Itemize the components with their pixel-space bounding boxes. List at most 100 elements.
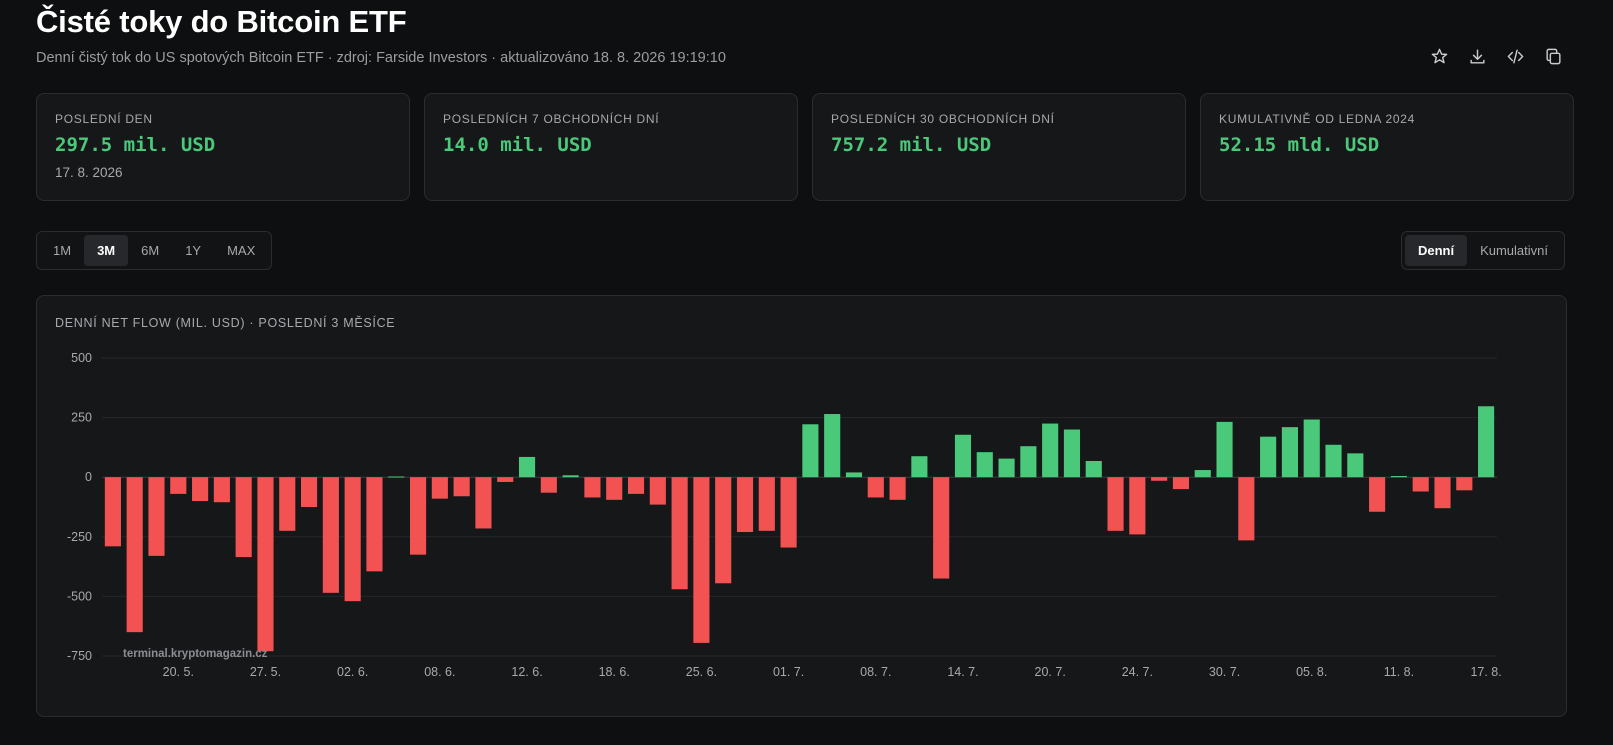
bar[interactable]: [1151, 477, 1168, 481]
bar[interactable]: [279, 477, 296, 531]
y-tick-label: -250: [67, 530, 92, 544]
bar[interactable]: [736, 477, 754, 533]
bar[interactable]: [911, 456, 928, 478]
stat-label: POSLEDNÍCH 30 OBCHODNÍCH DNÍ: [831, 112, 1055, 126]
copy-icon[interactable]: [1541, 44, 1565, 68]
bar[interactable]: [518, 456, 536, 478]
stat-value: 297.5 mil. USD: [55, 134, 216, 156]
x-tick-label: 18. 6.: [599, 665, 630, 679]
bar[interactable]: [1478, 406, 1495, 478]
view-tab-daily[interactable]: Denní: [1404, 235, 1468, 266]
x-tick-label: 30. 7.: [1209, 665, 1240, 679]
bar[interactable]: [824, 414, 841, 478]
view-selector: Denní Kumulativní: [1400, 231, 1565, 270]
bar[interactable]: [1172, 477, 1190, 490]
bar[interactable]: [867, 477, 884, 498]
y-tick-label: -750: [67, 649, 92, 663]
bar[interactable]: [1456, 477, 1473, 491]
bar[interactable]: [780, 477, 797, 548]
bar[interactable]: [1042, 423, 1059, 478]
chart-title: DENNÍ NET FLOW (MIL. USD) · POSLEDNÍ 3 M…: [55, 316, 396, 330]
download-icon[interactable]: [1465, 44, 1489, 68]
bar[interactable]: [170, 477, 187, 494]
bar[interactable]: [933, 477, 950, 579]
bar[interactable]: [1434, 477, 1451, 509]
bar[interactable]: [1412, 477, 1429, 492]
stat-value: 757.2 mil. USD: [831, 134, 992, 156]
bar[interactable]: [693, 477, 710, 643]
bar[interactable]: [1238, 477, 1255, 541]
bar[interactable]: [758, 477, 775, 531]
range-tab-1m[interactable]: 1M: [53, 243, 72, 258]
bar[interactable]: [1129, 477, 1146, 535]
stat-card-cumulative: KUMULATIVNĚ OD LEDNA 2024 52.15 mld. USD: [1200, 93, 1574, 201]
bar[interactable]: [1063, 429, 1081, 478]
bar[interactable]: [715, 477, 732, 584]
bar-chart: 500 250 0 -250 -500 -750 20. 5. 27. 5. 02. 6. 08.…: [67, 351, 1502, 679]
bar[interactable]: [845, 472, 863, 478]
x-tick-label: 01. 7.: [773, 665, 804, 679]
bar[interactable]: [366, 477, 383, 572]
bar[interactable]: [562, 475, 579, 478]
range-tab-max[interactable]: MAX: [227, 243, 256, 258]
stat-label: KUMULATIVNĚ OD LEDNA 2024: [1219, 112, 1416, 126]
bar[interactable]: [192, 477, 209, 502]
x-tick-label: 20. 5.: [163, 665, 194, 679]
bar[interactable]: [584, 477, 601, 498]
range-selector: 1M 3M 6M 1Y MAX: [36, 231, 273, 270]
bar[interactable]: [1390, 476, 1407, 478]
code-icon[interactable]: [1503, 44, 1527, 68]
stat-value: 52.15 mld. USD: [1219, 134, 1380, 156]
y-tick-label: 0: [85, 470, 92, 484]
range-tab-6m[interactable]: 6M: [141, 243, 160, 258]
page-subtitle: Denní čistý tok do US spotových Bitcoin …: [36, 50, 726, 66]
star-icon[interactable]: [1427, 44, 1451, 68]
bar[interactable]: [497, 477, 514, 482]
bar[interactable]: [322, 477, 339, 593]
bar[interactable]: [1085, 460, 1102, 478]
bar[interactable]: [998, 458, 1015, 478]
bar[interactable]: [1216, 421, 1233, 478]
bar[interactable]: [1281, 427, 1298, 478]
bar[interactable]: [104, 477, 121, 547]
bar[interactable]: [301, 477, 318, 507]
bar[interactable]: [802, 424, 819, 478]
bar[interactable]: [453, 477, 470, 497]
bar[interactable]: [627, 477, 645, 494]
bar[interactable]: [475, 477, 492, 529]
bar[interactable]: [148, 477, 165, 556]
stat-card-7-days: POSLEDNÍCH 7 OBCHODNÍCH DNÍ 14.0 mil. US…: [424, 93, 798, 201]
bar[interactable]: [976, 452, 993, 478]
view-tab-cumulative[interactable]: Kumulativní: [1480, 243, 1548, 258]
range-tab-1y[interactable]: 1Y: [185, 243, 202, 258]
bar[interactable]: [540, 477, 557, 493]
bar[interactable]: [606, 477, 623, 500]
x-tick-label: 12. 6.: [511, 665, 542, 679]
bar[interactable]: [235, 477, 252, 558]
x-tick-label: 02. 6.: [337, 665, 368, 679]
bar[interactable]: [409, 477, 427, 555]
bar[interactable]: [126, 477, 143, 633]
bar[interactable]: [671, 477, 688, 590]
bar[interactable]: [257, 477, 274, 652]
bar[interactable]: [1194, 470, 1211, 478]
bar[interactable]: [1107, 477, 1124, 531]
bar[interactable]: [889, 477, 906, 500]
bar[interactable]: [1303, 419, 1320, 478]
bar[interactable]: [1260, 436, 1277, 478]
bar[interactable]: [344, 477, 361, 602]
bar[interactable]: [1020, 446, 1037, 478]
toolbar: [1427, 44, 1565, 68]
bar[interactable]: [213, 477, 230, 503]
stat-card-30-days: POSLEDNÍCH 30 OBCHODNÍCH DNÍ 757.2 mil. …: [812, 93, 1186, 201]
bar[interactable]: [431, 477, 448, 499]
bar[interactable]: [1325, 444, 1342, 478]
y-tick-label: -500: [67, 589, 92, 603]
x-tick-label: 20. 7.: [1035, 665, 1066, 679]
bar[interactable]: [388, 476, 405, 478]
bar[interactable]: [954, 434, 972, 478]
bar[interactable]: [1369, 477, 1386, 512]
bar[interactable]: [649, 477, 666, 505]
range-tab-3m[interactable]: 3M: [84, 235, 129, 266]
bar[interactable]: [1347, 453, 1364, 478]
